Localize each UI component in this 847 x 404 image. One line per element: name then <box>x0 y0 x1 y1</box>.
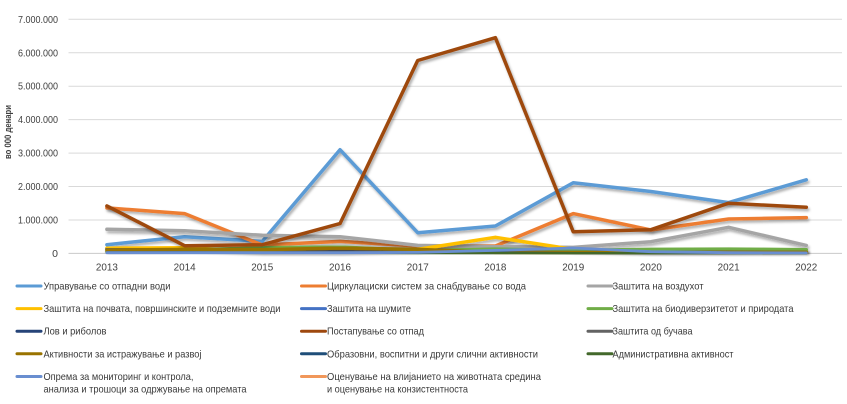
svg-text:Заштита на шумите: Заштита на шумите <box>327 303 411 315</box>
svg-text:Управување со отпадни води: Управување со отпадни води <box>44 281 171 293</box>
svg-text:анализа и трошоци за одржување: анализа и трошоци за одржување на опрема… <box>44 384 247 396</box>
svg-text:2021: 2021 <box>718 262 740 274</box>
svg-text:0: 0 <box>52 248 58 260</box>
svg-text:2018: 2018 <box>484 262 506 274</box>
svg-text:Опрема за мониторинг и контрол: Опрема за мониторинг и контрола, <box>44 371 194 383</box>
svg-text:2014: 2014 <box>174 262 196 274</box>
svg-text:2022: 2022 <box>795 262 817 274</box>
svg-text:3.000.000: 3.000.000 <box>18 148 58 160</box>
svg-text:Заштита на воздухот: Заштита на воздухот <box>613 281 704 293</box>
svg-text:Заштита од бучава: Заштита од бучава <box>613 326 693 338</box>
svg-text:Заштита на биодиверзитетот и п: Заштита на биодиверзитетот и природата <box>613 303 794 315</box>
svg-text:Административна активност: Административна активност <box>613 348 734 360</box>
svg-text:Циркулациски систем за снабдув: Циркулациски систем за снабдување со вод… <box>327 281 526 293</box>
svg-text:2013: 2013 <box>96 262 118 274</box>
svg-text:7.000.000: 7.000.000 <box>18 14 58 26</box>
svg-text:2015: 2015 <box>251 262 273 274</box>
svg-text:5.000.000: 5.000.000 <box>18 81 58 93</box>
svg-text:Заштита на почвата, површински: Заштита на почвата, површинските и подзе… <box>44 303 281 315</box>
svg-text:и оценување на конзистентноста: и оценување на конзистентноста <box>327 384 468 396</box>
svg-text:Активности за истражување и ра: Активности за истражување и развој <box>44 348 202 360</box>
svg-text:1.000.000: 1.000.000 <box>18 215 58 227</box>
svg-text:2019: 2019 <box>562 262 584 274</box>
svg-text:2017: 2017 <box>407 262 429 274</box>
svg-text:2016: 2016 <box>329 262 351 274</box>
svg-text:4.000.000: 4.000.000 <box>18 114 58 126</box>
svg-text:6.000.000: 6.000.000 <box>18 47 58 59</box>
svg-text:2.000.000: 2.000.000 <box>18 181 58 193</box>
svg-text:Постапување со отпад: Постапување со отпад <box>327 326 424 338</box>
svg-text:Лов и риболов: Лов и риболов <box>44 326 107 338</box>
svg-text:Оценување на влијанието на жив: Оценување на влијанието на животната сре… <box>327 371 541 383</box>
svg-text:Образовни, воспитни и други сл: Образовни, воспитни и други слични актив… <box>327 348 538 360</box>
svg-text:во 000 денари: во 000 денари <box>3 105 14 159</box>
svg-text:2020: 2020 <box>640 262 662 274</box>
